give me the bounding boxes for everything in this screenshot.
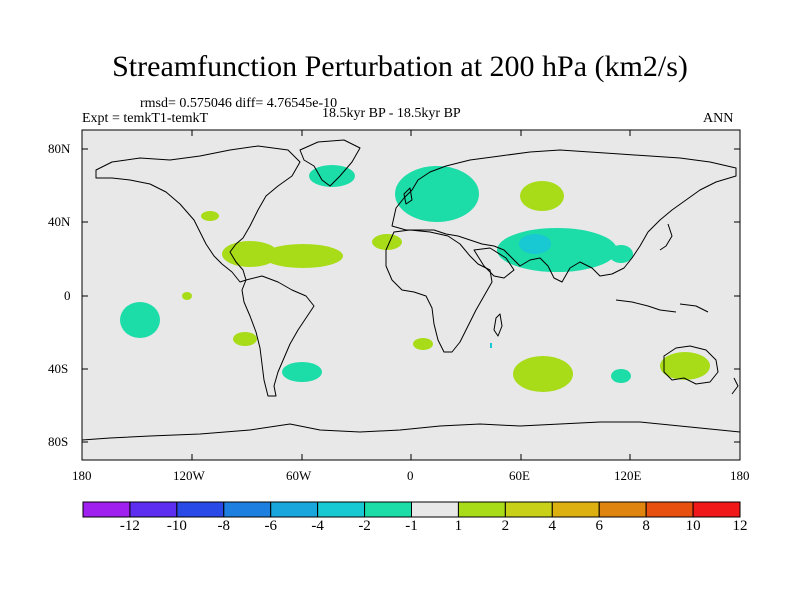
colorbar-label: 10 [685,518,701,534]
colorbar-swatch [176,501,225,518]
colorbar-swatch [645,501,694,518]
patch-argentina-negative [282,362,322,382]
patch-greenland-negative [309,165,355,187]
colorbar-label: 6 [595,518,603,534]
colorbar-swatch [270,501,319,518]
patch-sindian-positive [513,356,573,392]
coast-south-america [241,275,315,397]
experiment-label: Expt = temkT1-temkT [82,111,209,126]
coast-madagascar [493,313,503,337]
plot-title: Streamfunction Perturbation at 200 hPa (… [112,50,688,83]
patch-asia-core [519,234,551,254]
colorbar-swatch [504,501,553,518]
colorbar-swatch [692,501,741,518]
colorbar-label: 2 [501,518,510,534]
patch-australia-positive [660,352,710,380]
patch-caribbean-positive [222,241,278,267]
anomaly-patches [120,165,710,392]
patch-china-negative [609,245,633,263]
lat-label-40s: 40S [48,361,69,376]
colorbar-swatch [317,501,366,518]
colorbar-label: -12 [119,518,140,534]
colorbar-swatch [598,501,647,518]
lat-label-40n: 40N [48,214,71,229]
lon-label-0: 0 [407,468,414,483]
lat-label-80n: 80N [48,141,71,156]
colorbar-label: 8 [642,518,650,534]
season-label: ANN [703,111,734,126]
patch-europe-negative [395,166,479,222]
coastlines [81,139,741,441]
colorbar-swatch [364,501,413,518]
colorbar-swatch [82,501,131,518]
lat-label-80s: 80S [48,434,69,449]
coast-antarctica [81,421,741,441]
colorbar-swatch [129,501,178,518]
patch-nafrica-positive [372,234,402,250]
colorbar [82,501,741,518]
colorbar-label: -2 [358,518,371,534]
coast-japan [659,223,673,251]
colorbar-label: 1 [454,518,463,534]
coast-new-guinea [679,303,709,313]
lon-label-120e: 120E [614,468,642,483]
patch-sepacific-negative [120,302,160,338]
patch-asia-negative [497,228,617,272]
colorbar-label: -1 [405,518,418,534]
patch-pacific-small-positive [182,292,192,300]
lon-label-180e: 180 [730,468,750,483]
patch-atlantic-positive [263,244,343,268]
patch-nw-america-positive [201,211,219,221]
patch-spacific-positive [233,332,257,346]
colorbar-swatch [223,501,272,518]
coast-australia [663,345,719,385]
coast-africa [385,229,493,353]
patch-madagascar-dot [490,343,492,348]
colorbar-label: -4 [311,518,324,534]
colorbar-label: -6 [264,518,277,534]
lon-label-60w: 60W [286,468,312,483]
lon-tick-marks [81,130,741,460]
coast-uk [403,187,413,205]
coast-indonesia [615,299,677,313]
patch-sindian-negative [611,369,631,383]
colorbar-swatch [551,501,600,518]
lon-label-120w: 120W [173,468,205,483]
coast-new-zealand [731,377,739,395]
colorbar-label: 4 [548,518,557,534]
colorbar-label: -8 [217,518,231,534]
coast-arabia [473,247,515,279]
colorbar-swatch [457,501,506,518]
coast-greenland [299,139,361,187]
patch-siberia-positive [520,181,564,211]
colorbar-swatch [411,501,459,518]
lon-label-180w: 180 [72,468,92,483]
lat-tick-marks [82,148,740,443]
lat-label-0: 0 [64,288,71,303]
colorbar-label: 12 [732,518,748,534]
colorbar-label: -10 [166,518,187,534]
coast-north-america [95,145,301,283]
coast-eurasia [391,149,737,283]
stats-text: rmsd= 0.575046 diff= 4.76545e-10 [140,96,338,111]
patch-satlantic-positive [413,338,433,350]
period-label: 18.5kyr BP - 18.5kyr BP [322,106,461,121]
lon-label-60e: 60E [509,468,530,483]
